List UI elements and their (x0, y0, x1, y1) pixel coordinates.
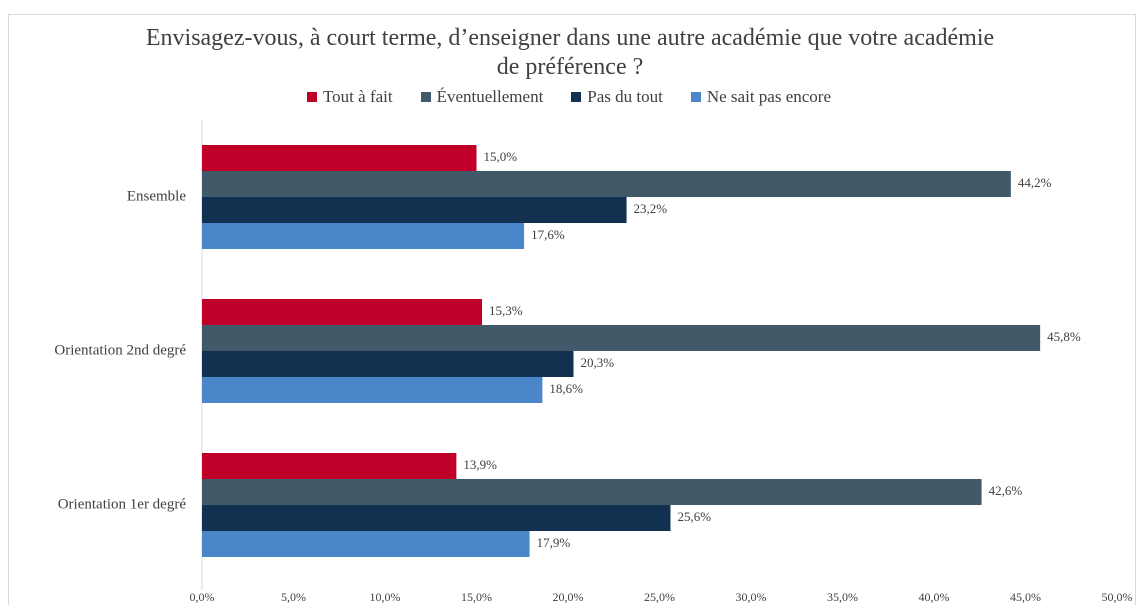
legend-label: Tout à fait (322, 87, 393, 106)
value-label: 15,3% (489, 303, 523, 318)
value-label: 45,8% (1047, 329, 1081, 344)
value-label: 15,0% (484, 149, 518, 164)
bar (202, 145, 477, 171)
bar (202, 531, 530, 557)
legend-item: Éventuellement (420, 87, 544, 107)
legend-item: Pas du tout (571, 87, 663, 107)
x-tick-label: 20,0% (553, 590, 584, 604)
legend-label: Éventuellement (436, 87, 544, 106)
legend-swatch (571, 92, 582, 102)
x-tick-label: 0,0% (190, 590, 215, 604)
bar (202, 453, 457, 479)
bar (202, 223, 525, 249)
bar (202, 351, 574, 377)
legend-swatch (690, 92, 701, 102)
x-tick-label: 50,0% (1102, 590, 1133, 604)
value-label: 13,9% (463, 457, 497, 472)
bar (202, 299, 482, 325)
bar (202, 325, 1041, 351)
x-tick-label: 15,0% (461, 590, 492, 604)
x-tick-label: 45,0% (1010, 590, 1041, 604)
x-tick-label: 30,0% (736, 590, 767, 604)
legend-item: Ne sait pas encore (690, 87, 831, 107)
value-label: 18,6% (549, 381, 583, 396)
y-tick-label: Orientation 2nd degré (54, 342, 186, 358)
legend-swatch (306, 92, 317, 102)
x-tick-label: 10,0% (370, 590, 401, 604)
legend-swatch (420, 92, 431, 102)
value-label: 25,6% (677, 509, 711, 524)
y-tick-label: Ensemble (127, 188, 186, 204)
legend-label: Pas du tout (587, 87, 663, 106)
value-label: 42,6% (989, 483, 1023, 498)
legend-label: Ne sait pas encore (706, 87, 831, 106)
bar (202, 377, 543, 403)
legend: Tout à fait Éventuellement Pas du tout Ne s… (0, 87, 1138, 107)
bar (202, 171, 1011, 197)
value-label: 23,2% (634, 201, 668, 216)
chart-title: Envisagez-vous, à court terme, d’enseign… (145, 25, 995, 80)
value-label: 17,9% (537, 535, 571, 550)
value-label: 44,2% (1018, 175, 1052, 190)
chart-border (8, 14, 1136, 605)
value-label: 17,6% (531, 227, 565, 242)
x-tick-label: 5,0% (281, 590, 306, 604)
x-tick-label: 40,0% (919, 590, 950, 604)
x-tick-label: 35,0% (827, 590, 858, 604)
y-tick-label: Orientation 1er degré (58, 496, 187, 512)
legend-item: Tout à fait (306, 87, 393, 107)
bar (202, 479, 982, 505)
x-tick-label: 25,0% (644, 590, 675, 604)
value-label: 20,3% (580, 355, 614, 370)
bar (202, 197, 627, 223)
bar (202, 505, 671, 531)
